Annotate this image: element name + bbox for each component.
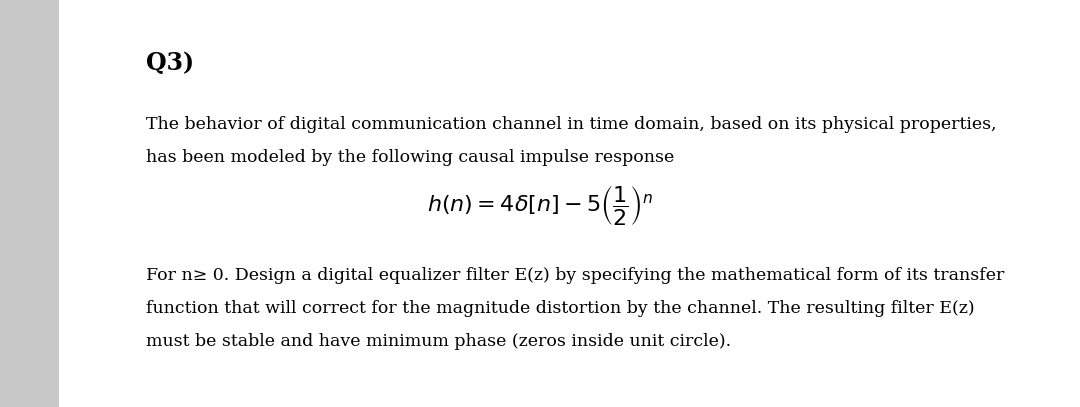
Text: has been modeled by the following causal impulse response: has been modeled by the following causal… — [146, 149, 674, 166]
Text: Q3): Q3) — [146, 51, 194, 75]
Text: $h(n) = 4\delta[n] - 5\left(\dfrac{1}{2}\right)^{n}$: $h(n) = 4\delta[n] - 5\left(\dfrac{1}{2}… — [427, 184, 653, 227]
Text: function that will correct for the magnitude distortion by the channel. The resu: function that will correct for the magni… — [146, 300, 974, 317]
Text: must be stable and have minimum phase (zeros inside unit circle).: must be stable and have minimum phase (z… — [146, 333, 731, 350]
Bar — [0, 0, 59, 407]
Text: The behavior of digital communication channel in time domain, based on its physi: The behavior of digital communication ch… — [146, 116, 997, 133]
Text: For n≥ 0. Design a digital equalizer filter E(z) by specifying the mathematical : For n≥ 0. Design a digital equalizer fil… — [146, 267, 1004, 284]
